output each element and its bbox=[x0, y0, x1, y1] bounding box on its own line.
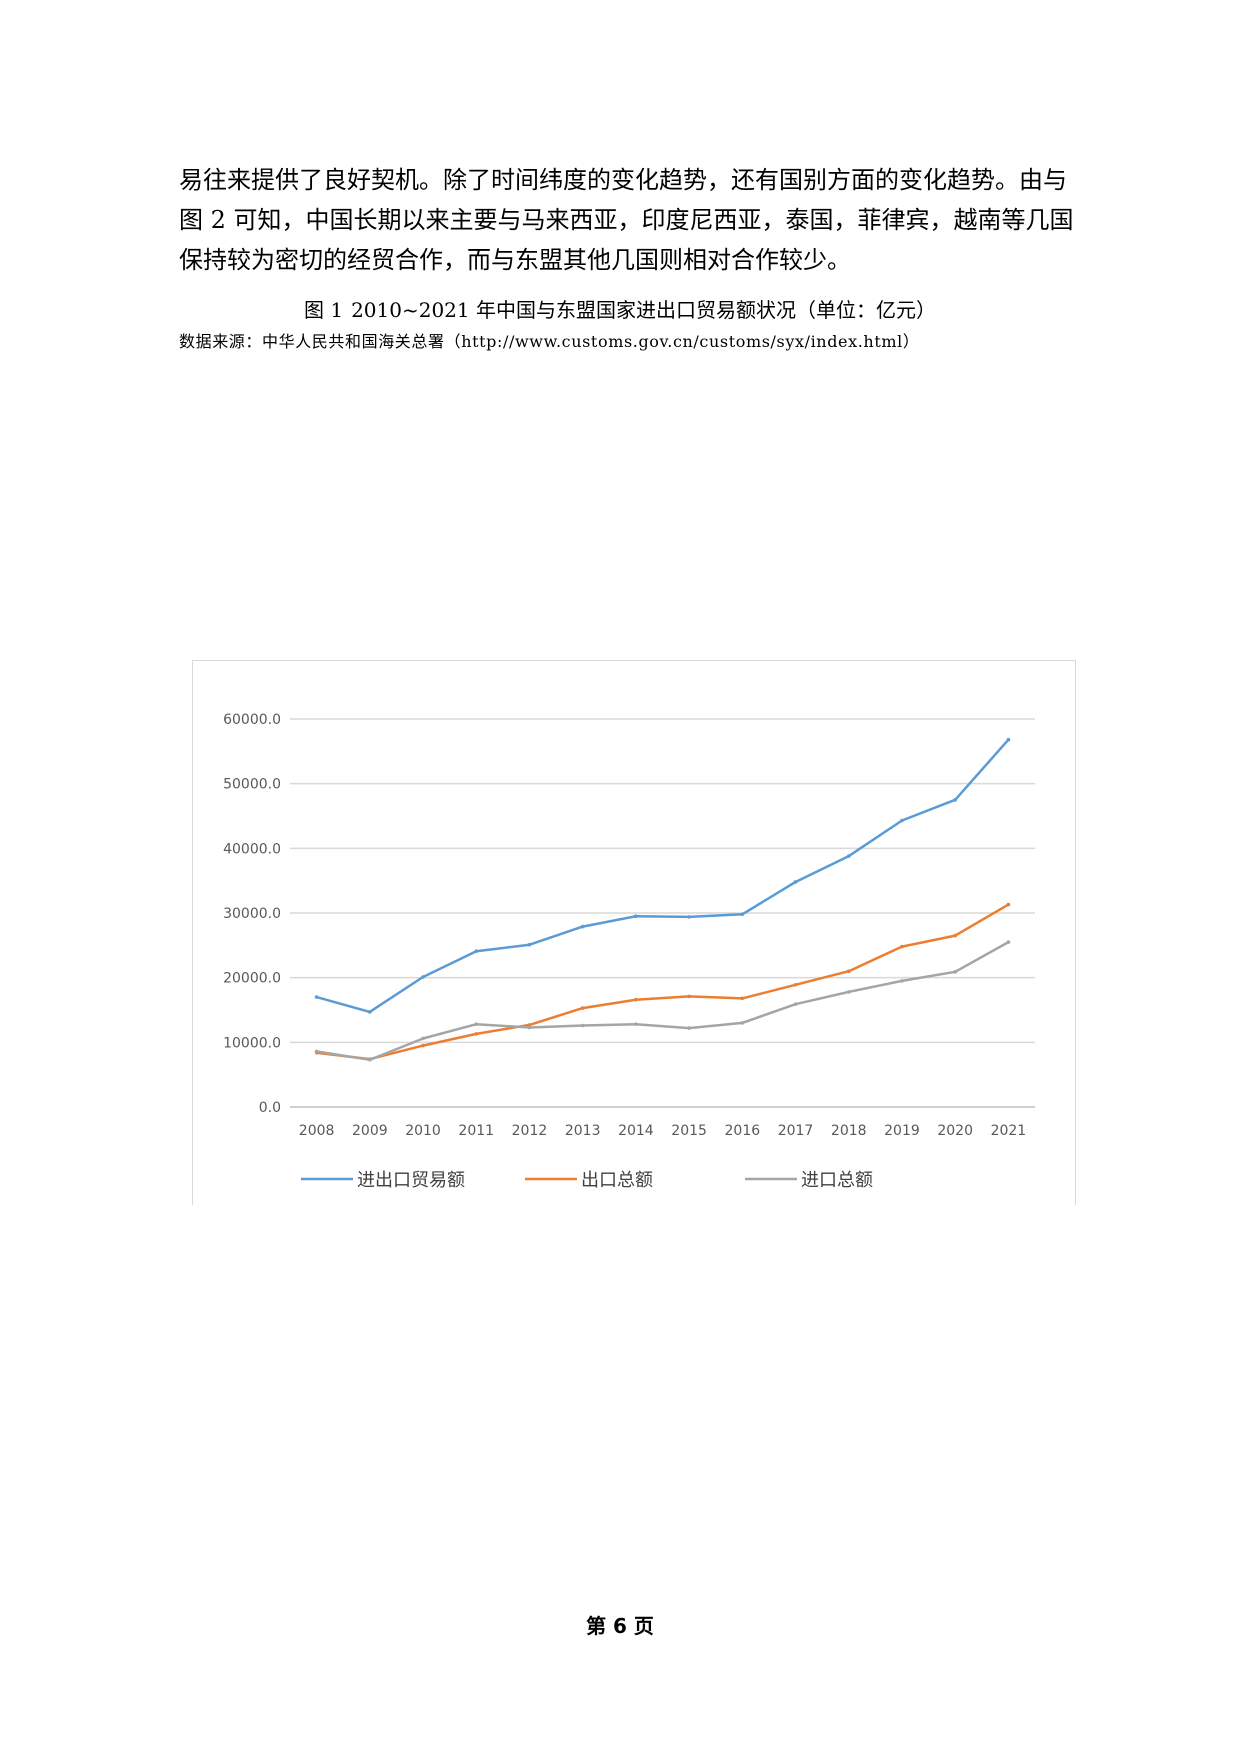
data-point bbox=[634, 997, 638, 1002]
data-point bbox=[634, 1022, 638, 1027]
data-point bbox=[793, 982, 798, 987]
x-tick-label: 2013 bbox=[565, 1123, 601, 1139]
data-point bbox=[900, 818, 904, 823]
data-point bbox=[900, 979, 904, 983]
data-point bbox=[580, 1023, 585, 1028]
x-tick-label: 2012 bbox=[512, 1123, 548, 1139]
y-tick-label: 30000.0 bbox=[223, 906, 281, 922]
figure-caption-label: 图 1 bbox=[303, 298, 344, 322]
x-tick-label: 2019 bbox=[884, 1123, 920, 1139]
paragraph-line-3: 保持较为密切的经贸合作，而与东盟其他几国则相对合作较少。 bbox=[179, 246, 851, 274]
data-point bbox=[368, 1010, 372, 1014]
data-point bbox=[687, 915, 691, 919]
data-point bbox=[1006, 940, 1011, 944]
x-tick-label: 2015 bbox=[671, 1123, 707, 1139]
x-tick-label: 2016 bbox=[725, 1123, 761, 1139]
x-tick-label: 2009 bbox=[352, 1123, 388, 1139]
x-tick-label: 2011 bbox=[458, 1123, 494, 1139]
y-tick-label: 0.0 bbox=[259, 1100, 281, 1116]
legend-label: 进出口贸易额 bbox=[357, 1170, 465, 1191]
y-tick-label: 60000.0 bbox=[223, 712, 281, 728]
data-point bbox=[314, 1049, 319, 1054]
paragraph-line-1: 易往来提供了良好契机。除了时间纬度的变化趋势，还有国别方面的变化趋势。由与 bbox=[179, 166, 1067, 194]
y-tick-label: 50000.0 bbox=[223, 777, 281, 793]
y-tick-label: 40000.0 bbox=[223, 841, 281, 857]
data-point bbox=[474, 1022, 479, 1027]
data-point bbox=[953, 970, 957, 974]
data-point bbox=[527, 1023, 532, 1027]
data-point bbox=[846, 969, 851, 973]
data-point bbox=[421, 975, 425, 979]
data-point bbox=[527, 942, 532, 947]
x-tick-label: 2010 bbox=[405, 1123, 441, 1139]
figure-caption-text: 2010~2021 年中国与东盟国家进出口贸易额状况（单位：亿元） bbox=[351, 298, 936, 322]
legend-label: 进口总额 bbox=[801, 1170, 873, 1191]
data-point bbox=[846, 990, 851, 994]
data-point bbox=[368, 1057, 372, 1062]
x-tick-label: 2017 bbox=[778, 1123, 814, 1139]
data-point bbox=[953, 933, 957, 938]
data-point bbox=[740, 996, 745, 1001]
data-point bbox=[900, 944, 904, 949]
data-point bbox=[740, 1021, 745, 1025]
data-point bbox=[1006, 902, 1011, 907]
data-point bbox=[1006, 737, 1011, 742]
x-tick-label: 2018 bbox=[831, 1123, 867, 1139]
data-point bbox=[687, 994, 691, 999]
paragraph-line-2: 图 2 可知，中国长期以来主要与马来西亚，印度尼西亚，泰国，菲律宾，越南等几国 bbox=[179, 206, 1074, 234]
legend-label: 出口总额 bbox=[581, 1170, 653, 1191]
series-line-3 bbox=[315, 940, 1010, 1062]
chart-svg: 0.0 10000.0 20000.0 30000.0 40000.0 50000.0 60… bbox=[223, 712, 1035, 1191]
x-tick-label: 2008 bbox=[299, 1123, 335, 1139]
y-tick-label: 10000.0 bbox=[223, 1035, 281, 1051]
x-tick-label: 2021 bbox=[991, 1123, 1027, 1139]
data-point bbox=[421, 1036, 425, 1041]
data-point bbox=[740, 912, 745, 917]
page-number: 第 6 页 bbox=[586, 1614, 654, 1638]
series-line-2 bbox=[315, 903, 1010, 1061]
data-point bbox=[527, 1025, 532, 1030]
data-point bbox=[474, 1032, 479, 1036]
data-point bbox=[421, 1043, 425, 1048]
trade-line-chart: 0.0 10000.0 20000.0 30000.0 40000.0 50000.0 60… bbox=[192, 660, 1076, 1205]
series-line-1 bbox=[315, 738, 1010, 1014]
body-paragraph: 易往来提供了良好契机。除了时间纬度的变化趋势，还有国别方面的变化趋势。由与 图 … bbox=[179, 160, 1095, 280]
data-point bbox=[846, 854, 851, 858]
data-point bbox=[793, 1002, 798, 1006]
data-point bbox=[634, 914, 638, 919]
data-point bbox=[953, 798, 957, 802]
y-tick-label: 20000.0 bbox=[223, 971, 281, 987]
data-point bbox=[580, 1006, 585, 1010]
data-point bbox=[687, 1026, 691, 1030]
data-point bbox=[474, 949, 479, 953]
data-point bbox=[793, 880, 798, 884]
figure-caption: 图 1 2010~2021 年中国与东盟国家进出口贸易额状况（单位：亿元） bbox=[0, 294, 1240, 323]
figure-source: 数据来源：中华人民共和国海关总署（http://www.customs.gov.… bbox=[179, 332, 920, 351]
x-tick-label: 2014 bbox=[618, 1123, 654, 1139]
data-point bbox=[314, 995, 319, 999]
data-point bbox=[580, 924, 585, 929]
x-tick-label: 2020 bbox=[937, 1123, 973, 1139]
